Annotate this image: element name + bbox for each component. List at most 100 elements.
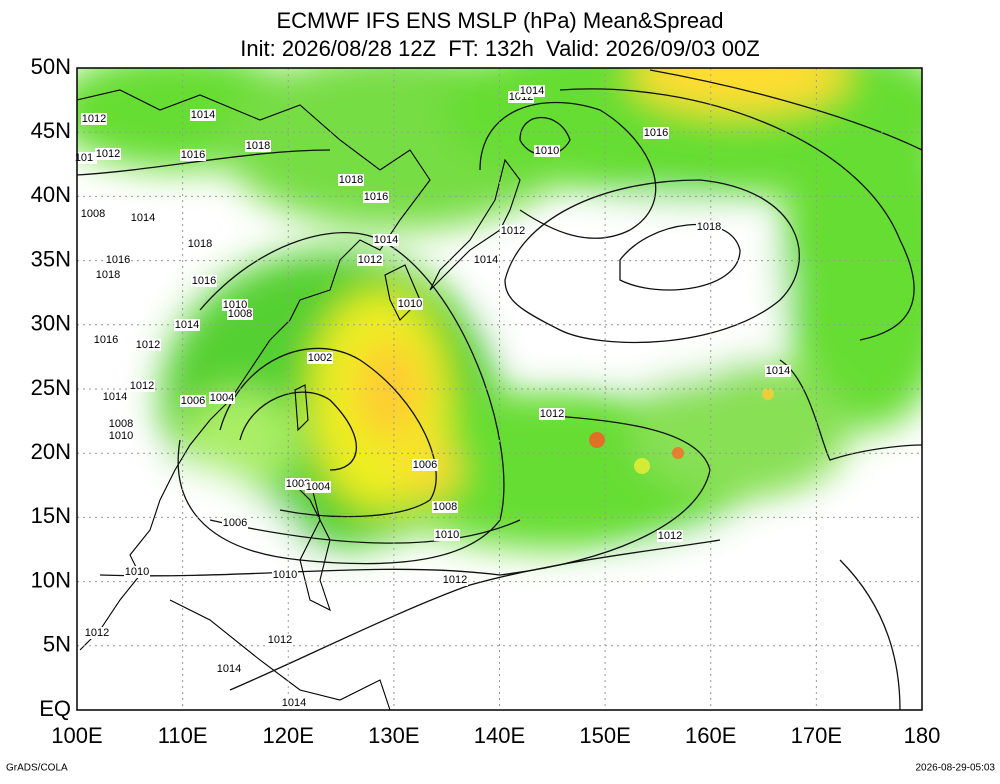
contour-label-box [357,254,383,266]
contour-label: 1010 [125,566,149,578]
contour-label-box [412,459,438,471]
contour-label-box [397,298,423,310]
contour-label-box [180,149,206,161]
contour-label: 1018 [96,269,120,281]
x-tick-label: 180 [904,723,941,748]
contour-label-box [191,275,217,287]
contour-label-box [267,634,293,646]
contour-label: 1004 [306,481,330,493]
contour-label-box [227,308,253,320]
contour-label-box [135,339,161,351]
contour-label: 101 [75,152,93,164]
contour-label: 1012 [540,408,564,420]
contour-label-box [187,238,213,250]
y-tick-label: 30N [31,311,71,336]
contour-label: 1014 [374,234,398,246]
y-tick-label: 5N [43,632,71,657]
contour-label-box [539,408,565,420]
contour-label-box [696,221,722,233]
contour-label-box [209,392,235,404]
y-tick-label: 15N [31,503,71,528]
contour-label-box [305,481,331,493]
contour-label-box [81,113,107,125]
contour-label: 1018 [246,140,270,152]
y-tick-label: 10N [31,567,71,592]
contour-label: 1012 [130,380,154,392]
contour-label-box [442,574,468,586]
contour-label: 1012 [658,530,682,542]
contour-label: 1012 [85,627,109,639]
contour-label-box [180,395,206,407]
y-tick-label: EQ [39,696,71,721]
contour-label-box [84,627,110,639]
contour-label: 1012 [358,254,382,266]
contour-label: 1014 [191,109,215,121]
x-tick-label: 120E [263,723,314,748]
contour-label: 1016 [364,191,388,203]
contour-label: 1008 [433,501,457,513]
y-tick-label: 25N [31,375,71,400]
contour-label: 1014 [520,85,544,97]
contour-label-box [245,140,271,152]
spread-shading [77,68,922,710]
contour-label: 1008 [286,478,310,490]
contour-label-box [519,85,545,97]
contour-label: 1008 [228,308,252,320]
contour-label-box [373,234,399,246]
contour-label: 1004 [210,392,234,404]
contour-label: 1014 [131,212,155,224]
contour-label: 1010 [535,145,559,157]
contour-label-box [174,319,200,331]
contour-label-box [307,352,333,364]
contour-label-box [281,697,307,709]
contour-label-box [500,225,526,237]
x-tick-label: 100E [51,723,102,748]
contour-label: 1016 [192,275,216,287]
contour-label: 1014 [217,663,241,675]
contour-label-box [363,191,389,203]
contour-label: 1014 [103,391,127,403]
contour-label-box [272,569,298,581]
credit: GrADS/COLA [6,763,68,774]
contour-label-box [534,145,560,157]
contour-label-box [765,365,791,377]
contour-label: 1016 [181,149,205,161]
contour-label: 1010 [435,529,459,541]
contour-label: 1012 [268,634,292,646]
contour-label: 1012 [136,339,160,351]
contour-label-box [130,212,156,224]
contour-label: 1006 [181,395,205,407]
subtitle: Init: 2026/08/28 12Z FT: 132h Valid: 202… [240,36,759,61]
contour-label: 1012 [501,225,525,237]
contour-label-box [129,380,155,392]
contour-label-box [105,254,131,266]
contour-label-box [95,269,121,281]
contour-label: 1014 [282,697,306,709]
y-tick-label: 45N [31,118,71,143]
contour-label: 1006 [223,517,247,529]
x-tick-label: 130E [368,723,419,748]
contour-label: 1010 [109,430,133,442]
contour-label: 1014 [766,365,790,377]
contour-label: 1014 [474,254,498,266]
contour-label-box [222,517,248,529]
contour-label: 1012 [82,113,106,125]
contour-label: 1010 [398,298,422,310]
plot-frame [76,67,923,711]
contour-label: 1018 [339,174,363,186]
contour-label-box [108,430,134,442]
x-tick-label: 150E [579,723,630,748]
x-tick-label: 160E [685,723,736,748]
contour-label: 1006 [413,459,437,471]
x-tick-label: 110E [158,723,208,748]
x-tick-label: 140E [474,723,525,748]
contour-label-box [102,391,128,403]
grid: 100E 110E 120E 130E 140E 150E 160E 170E 180 50N 45… [31,54,941,748]
contour-label-box [124,566,150,578]
contour-label: 1018 [697,221,721,233]
contour-label: 1010 [273,569,297,581]
contour-label-box [643,127,669,139]
y-tick-label: 40N [31,182,71,207]
contour-label: 1012 [96,148,120,160]
